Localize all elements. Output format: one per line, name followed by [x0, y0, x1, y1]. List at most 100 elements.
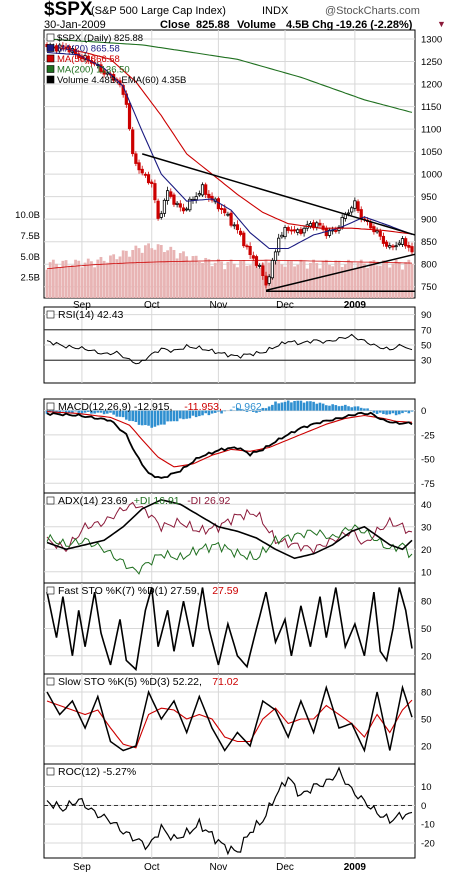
macd-histogram-bar: [264, 408, 268, 411]
volume-bar: [328, 264, 331, 298]
y-tick-label: 20: [421, 742, 432, 753]
volume-bar: [178, 253, 182, 298]
candle-up: [270, 259, 274, 279]
macd-histogram-bar: [153, 410, 157, 427]
candle-up: [162, 199, 167, 214]
candle-down: [254, 256, 259, 266]
macd-histogram-bar: [61, 410, 65, 412]
macd-histogram-bar: [74, 410, 77, 412]
volume-bar: [404, 262, 408, 298]
panel-frame: [43, 29, 416, 299]
volume-tick-label: 2.5B: [20, 273, 40, 284]
macd-histogram-bar: [169, 410, 173, 422]
macd-histogram-bar: [118, 410, 122, 417]
volume-bar: [96, 259, 100, 298]
volume-bar: [156, 244, 160, 298]
volume-bar: [163, 252, 166, 298]
legend-swatch: [46, 75, 55, 84]
y-tick-label: 20: [421, 651, 432, 662]
candle-down: [242, 232, 246, 247]
volume-bar: [137, 248, 141, 298]
volume-bar: [109, 255, 112, 298]
candle-down: [210, 195, 214, 201]
volume-bar: [182, 251, 185, 298]
volume-bar: [80, 267, 84, 298]
y-tick-label: 90: [421, 310, 432, 321]
candle-down: [169, 191, 173, 197]
volume-bar: [340, 266, 344, 298]
y-tick-label: 50: [421, 624, 432, 635]
macd-histogram-bar: [280, 402, 284, 411]
candle-up: [258, 264, 262, 267]
volume-bar: [48, 262, 52, 298]
macd-histogram-bar: [93, 410, 96, 414]
macd-histogram-bar: [172, 410, 176, 422]
macd-histogram-bar: [201, 410, 204, 416]
legend-label: Volume 4.48B, EMA(60) 4.35B: [57, 75, 186, 86]
candle-down: [318, 222, 322, 226]
candle-up: [232, 224, 236, 227]
candle-down: [369, 221, 373, 229]
volume-bar: [201, 262, 204, 298]
legend-swatch: [46, 677, 55, 686]
macd-histogram-bar: [321, 403, 325, 411]
macd-histogram-bar: [385, 410, 388, 415]
macd-histogram-bar: [347, 406, 350, 411]
fast-sto-d-value: 27.59: [212, 585, 238, 597]
candle-down: [410, 246, 414, 253]
volume-bar: [210, 266, 214, 298]
y-tick-label: 50: [421, 715, 432, 726]
candle-up: [166, 190, 170, 202]
macd-histogram-bar: [147, 410, 150, 426]
volume-bar: [93, 267, 97, 298]
candle-down: [146, 174, 151, 184]
legend-swatch: [46, 65, 55, 73]
volume-bar: [378, 265, 382, 298]
macd-histogram-bar: [331, 404, 334, 411]
candle-down: [64, 46, 68, 49]
macd-histogram-value: -0.962: [232, 401, 262, 413]
macd-histogram-bar: [239, 409, 242, 411]
y-tick-label: 80: [421, 597, 432, 608]
candle-down: [204, 184, 208, 195]
macd-histogram-bar: [137, 410, 141, 425]
chg-down-arrow: ▼: [437, 19, 446, 29]
candle-up: [188, 198, 192, 211]
macd-histogram-bar: [334, 405, 338, 411]
candle-down: [131, 129, 135, 155]
legend-swatch: [46, 54, 55, 63]
y-tick-label: 0: [421, 801, 426, 812]
y-tick-label: 0: [421, 406, 426, 417]
volume-bar: [67, 265, 71, 298]
candle-up: [185, 208, 189, 211]
candle-down: [153, 183, 157, 201]
macd-histogram-bar: [71, 410, 74, 413]
panel-frame: [43, 492, 416, 584]
volume-tick-label: 5.0B: [20, 252, 40, 263]
macd-panel-title: MACD(12,26,9) -12.915,: [58, 401, 172, 413]
macd-histogram-bar: [302, 402, 306, 411]
volume-bar: [356, 262, 360, 298]
volume-bar: [350, 261, 354, 298]
volume-tick-label: 7.5B: [20, 231, 40, 242]
candle-up: [375, 230, 379, 233]
volume-bar: [166, 250, 170, 298]
volume-bar: [77, 260, 81, 298]
adx-line: [46, 498, 413, 560]
volume-bar: [229, 259, 233, 298]
candle-up: [159, 213, 163, 218]
macd-histogram-bar: [372, 410, 376, 413]
macd-histogram-bar: [80, 410, 84, 414]
volume-bar: [359, 259, 363, 298]
volume-bar: [45, 269, 49, 298]
macd-histogram-bar: [217, 410, 220, 412]
y-tick-label: 1100: [421, 125, 441, 136]
macd-histogram-bar: [274, 401, 277, 411]
macd-histogram-bar: [236, 407, 239, 411]
roc-panel-title: ROC(12) -5.27%: [58, 766, 136, 778]
volume-bar: [90, 261, 93, 298]
volume-bar: [302, 261, 306, 298]
candle-up: [277, 237, 281, 253]
macd-histogram-bar: [394, 410, 398, 416]
